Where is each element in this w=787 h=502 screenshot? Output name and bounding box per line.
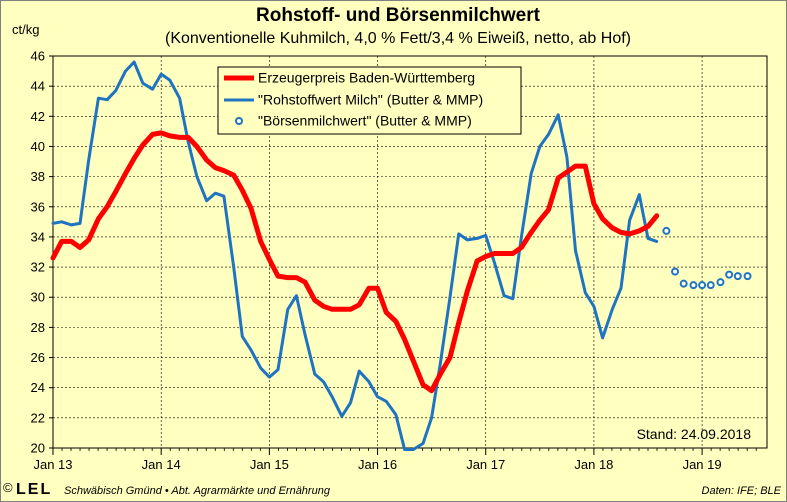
data-point-marker bbox=[679, 279, 688, 288]
data-point-marker bbox=[662, 226, 671, 235]
data-point-marker bbox=[716, 278, 725, 287]
data-point-marker bbox=[743, 272, 752, 281]
y-tick-label: 44 bbox=[31, 79, 45, 94]
copyright-symbol: © bbox=[3, 480, 13, 495]
y-tick-label: 22 bbox=[31, 410, 45, 425]
y-tick-label: 28 bbox=[31, 320, 45, 335]
series-line-erzeugerpreis bbox=[50, 130, 660, 394]
x-tick-label: Jan 17 bbox=[466, 457, 505, 472]
x-tick-label: Jan 14 bbox=[142, 457, 181, 472]
lel-logo: LEL bbox=[16, 481, 52, 498]
x-tick-label: Jan 16 bbox=[358, 457, 397, 472]
chart-title: Rohstoff- und Börsenmilchwert bbox=[256, 5, 541, 26]
y-tick-label: 32 bbox=[31, 260, 45, 275]
legend-swatch-blue-marker bbox=[235, 117, 243, 125]
legend-box bbox=[217, 66, 522, 135]
legend-entry: Erzeugerpreis Baden-Württemberg bbox=[258, 70, 475, 86]
y-tick-label: 46 bbox=[31, 49, 45, 64]
y-tick-label: 36 bbox=[31, 199, 45, 214]
data-point-marker bbox=[733, 272, 742, 281]
data-point-marker bbox=[689, 281, 698, 290]
footer-institution: Schwäbisch Gmünd • Abt. Agrarmärkte und … bbox=[64, 485, 331, 497]
x-tick-label: Jan 15 bbox=[250, 457, 289, 472]
series-layer bbox=[50, 60, 752, 451]
y-tick-label: 30 bbox=[31, 290, 45, 305]
x-tick-label: Jan 18 bbox=[574, 457, 613, 472]
y-tick-label: 20 bbox=[31, 441, 45, 456]
y-axis-label: ct/kg bbox=[12, 22, 39, 37]
footer: © LEL Schwäbisch Gmünd • Abt. Agrarmärkt… bbox=[3, 480, 782, 498]
y-tick-label: 38 bbox=[31, 169, 45, 184]
stand-date: Stand: 24.09.2018 bbox=[637, 426, 752, 442]
y-tick-labels: 20 22 24 26 28 30 32 34 36 38 40 42 44 46 bbox=[31, 49, 45, 456]
chart-subtitle: (Konventionelle Kuhmilch, 4,0 % Fett/3,4… bbox=[165, 30, 631, 47]
y-tick-label: 24 bbox=[31, 380, 45, 395]
series-line-rohstoffwert bbox=[51, 60, 659, 451]
x-tick-labels: Jan 13 Jan 14 Jan 15 Jan 16 Jan 17 Jan 18 Jan … bbox=[33, 457, 721, 472]
legend-entry: "Rohstoffwert Milch" (Butter & MMP) bbox=[258, 92, 483, 108]
y-tick-label: 40 bbox=[31, 139, 45, 154]
x-tick-label: Jan 19 bbox=[683, 457, 722, 472]
y-tick-label: 42 bbox=[31, 109, 45, 124]
legend: Erzeugerpreis Baden-Württemberg "Rohstof… bbox=[217, 66, 522, 135]
x-tick-label: Jan 13 bbox=[33, 457, 72, 472]
data-point-marker bbox=[725, 270, 734, 279]
data-point-marker bbox=[706, 281, 715, 290]
footer-source: Daten: IFE; BLE bbox=[702, 485, 782, 497]
legend-entry: "Börsenmilchwert" (Butter & MMP) bbox=[258, 113, 472, 129]
data-point-marker bbox=[671, 267, 680, 276]
y-tick-label: 34 bbox=[31, 229, 45, 244]
data-point-marker bbox=[698, 281, 707, 290]
y-tick-label: 26 bbox=[31, 350, 45, 365]
